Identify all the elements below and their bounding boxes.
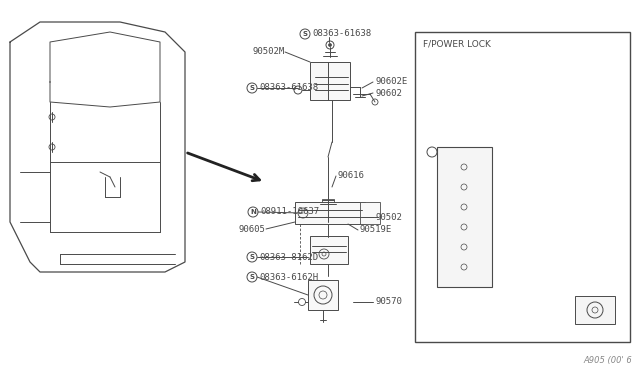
Text: 90502: 90502 [375, 212, 402, 221]
Text: 90602E: 90602E [375, 77, 407, 87]
Text: 08363-8162D: 08363-8162D [259, 253, 318, 262]
Text: A905 (00' 6: A905 (00' 6 [583, 356, 632, 365]
Text: S: S [303, 31, 307, 37]
Bar [310, 62, 350, 100]
Text: 90550: 90550 [598, 173, 625, 182]
Text: S: S [250, 85, 255, 91]
Bar [322, 199, 334, 209]
Text: S: S [250, 254, 255, 260]
Bar [310, 236, 348, 264]
Bar [295, 202, 365, 224]
Text: 90519E: 90519E [360, 225, 392, 234]
Text: 90602: 90602 [375, 89, 402, 97]
Bar [415, 32, 630, 342]
Bar [575, 296, 615, 324]
Text: 90616M: 90616M [593, 87, 625, 96]
Text: 90570: 90570 [375, 298, 402, 307]
Circle shape [328, 44, 332, 46]
Text: 90617: 90617 [598, 228, 625, 237]
Bar [360, 202, 380, 224]
Text: 08363-61638: 08363-61638 [259, 83, 318, 93]
Text: S: S [250, 274, 255, 280]
Text: 90605: 90605 [238, 224, 265, 234]
Bar [308, 280, 338, 310]
Bar [437, 147, 492, 287]
Text: 08363-6162H: 08363-6162H [259, 273, 318, 282]
Text: 90572A: 90572A [593, 122, 625, 131]
Text: 90502: 90502 [598, 278, 625, 286]
Text: 90502M: 90502M [253, 48, 285, 57]
Text: 08911-10637: 08911-10637 [260, 208, 319, 217]
Text: N: N [250, 209, 256, 215]
Text: 90616: 90616 [338, 171, 365, 180]
Text: F/POWER LOCK: F/POWER LOCK [423, 39, 491, 48]
Text: 08363-61638: 08363-61638 [312, 29, 371, 38]
